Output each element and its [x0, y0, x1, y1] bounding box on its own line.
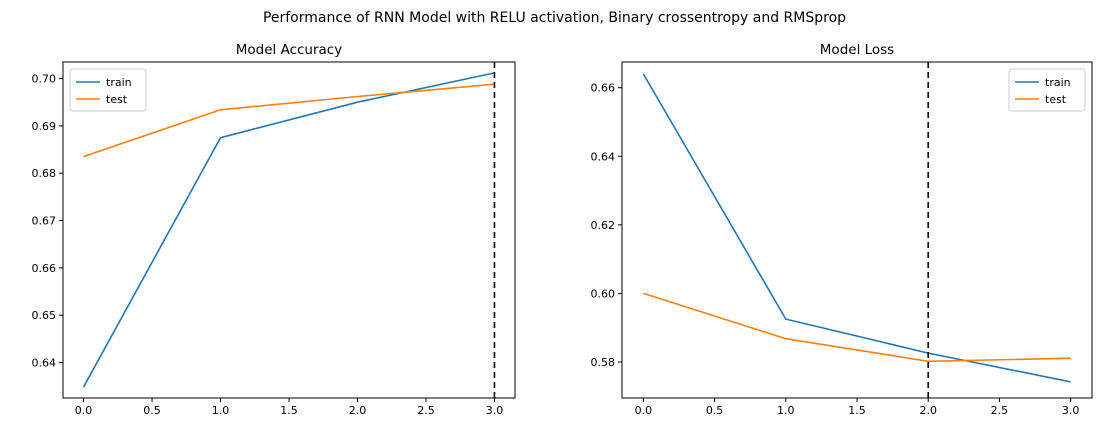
y-tick-label: 0.70	[32, 73, 57, 86]
y-tick-label: 0.66	[32, 262, 57, 275]
y-tick-label: 0.60	[591, 287, 616, 300]
x-tick-label: 3.0	[1062, 404, 1080, 417]
legend: train test	[1008, 68, 1086, 112]
y-tick-label: 0.64	[591, 150, 616, 163]
x-tick-label: 1.5	[280, 404, 298, 417]
x-tick-label: 2.0	[919, 404, 937, 417]
y-tick-label: 0.62	[591, 219, 616, 232]
x-tick-label: 1.5	[848, 404, 866, 417]
y-tick-label: 0.69	[32, 120, 57, 133]
legend-label-test: test	[1045, 93, 1067, 106]
legend-label-train: train	[1045, 76, 1071, 89]
x-tick-label: 2.5	[417, 404, 435, 417]
x-tick-label: 2.0	[349, 404, 367, 417]
chart-title: Model Accuracy	[236, 42, 342, 58]
legend: train test	[69, 68, 147, 112]
series-line-test	[83, 83, 495, 158]
x-tick-label: 0.0	[75, 404, 93, 417]
series-line-train	[82, 72, 495, 388]
legend-box	[1008, 68, 1086, 112]
x-tick-label: 3.0	[486, 404, 504, 417]
y-tick-label: 0.66	[591, 82, 616, 95]
series-line-train	[642, 73, 1071, 383]
x-tick-label: 1.0	[212, 404, 230, 417]
x-tick-label: 0.5	[706, 404, 724, 417]
y-tick-label: 0.64	[32, 357, 57, 370]
y-tick-label: 0.65	[32, 309, 57, 322]
y-tick-label: 0.68	[32, 167, 57, 180]
legend-label-test: test	[106, 93, 128, 106]
chart-title: Model Loss	[820, 42, 894, 58]
legend-box	[69, 68, 147, 112]
y-tick-label: 0.58	[591, 356, 616, 369]
x-tick-label: 0.0	[635, 404, 653, 417]
plot-frame	[621, 61, 1093, 399]
series-line-test	[643, 292, 1071, 363]
x-tick-label: 0.5	[143, 404, 161, 417]
x-tick-label: 2.5	[991, 404, 1009, 417]
x-tick-label: 1.0	[777, 404, 795, 417]
y-tick-label: 0.67	[32, 215, 57, 228]
legend-label-train: train	[106, 76, 132, 89]
figure-title: Performance of RNN Model with RELU activ…	[262, 10, 847, 26]
